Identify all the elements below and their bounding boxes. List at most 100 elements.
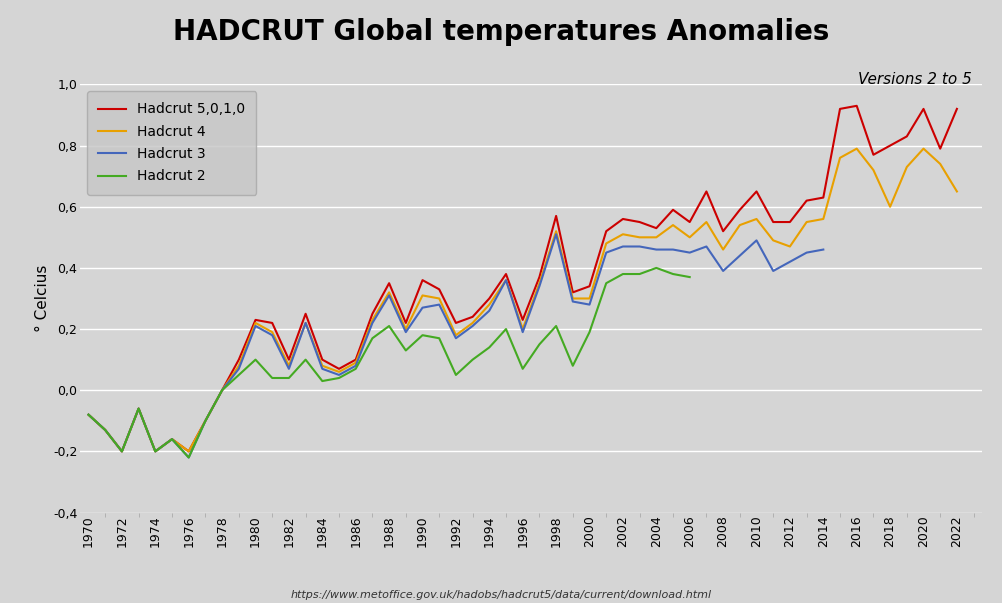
Hadcrut 3 [317,365,329,373]
Hadcrut 2 [650,264,662,271]
Hadcrut 3 [132,405,144,412]
Hadcrut 3 [633,243,645,250]
Hadcrut 3 [700,243,712,250]
Hadcrut 3 [818,246,830,253]
Text: Versions 2 to 5: Versions 2 to 5 [858,72,972,87]
Line: Hadcrut 5,0,1,0: Hadcrut 5,0,1,0 [88,106,957,452]
Hadcrut 5,0,1,0 [768,218,780,226]
Hadcrut 5,0,1,0 [851,102,863,109]
Hadcrut 2 [232,371,244,379]
Hadcrut 2 [600,280,612,287]
Hadcrut 3 [650,246,662,253]
Hadcrut 2 [216,387,228,394]
Hadcrut 3 [333,371,345,379]
Hadcrut 3 [667,246,679,253]
Hadcrut 3 [517,329,529,336]
Hadcrut 3 [600,249,612,256]
Line: Hadcrut 4: Hadcrut 4 [88,148,957,452]
Hadcrut 3 [82,411,94,418]
Hadcrut 4 [333,368,345,376]
Hadcrut 2 [683,273,695,280]
Hadcrut 3 [583,301,595,308]
Hadcrut 4 [82,411,94,418]
Line: Hadcrut 2: Hadcrut 2 [88,268,689,458]
Hadcrut 2 [267,374,279,382]
Text: HADCRUT Global temperatures Anomalies: HADCRUT Global temperatures Anomalies [172,18,830,46]
Hadcrut 4 [600,240,612,247]
Hadcrut 3 [99,426,111,434]
Hadcrut 4 [851,145,863,152]
Hadcrut 2 [82,411,94,418]
Hadcrut 3 [717,267,729,274]
Hadcrut 5,0,1,0 [667,206,679,213]
Hadcrut 4 [951,188,963,195]
Hadcrut 3 [450,335,462,342]
Hadcrut 2 [483,344,495,351]
Hadcrut 3 [567,298,579,305]
Hadcrut 4 [768,237,780,244]
Hadcrut 2 [583,329,595,336]
Hadcrut 2 [317,377,329,385]
Hadcrut 5,0,1,0 [82,411,94,418]
Hadcrut 3 [750,237,763,244]
Line: Hadcrut 3: Hadcrut 3 [88,234,824,458]
Hadcrut 3 [768,267,780,274]
Hadcrut 2 [182,454,194,461]
Hadcrut 2 [383,323,395,330]
Hadcrut 3 [283,365,295,373]
Hadcrut 4 [116,448,128,455]
Hadcrut 3 [533,283,545,290]
Hadcrut 3 [383,292,395,299]
Hadcrut 2 [149,448,161,455]
Hadcrut 2 [400,347,412,354]
Hadcrut 2 [533,341,545,348]
Hadcrut 4 [617,230,629,238]
Hadcrut 2 [116,448,128,455]
Hadcrut 3 [216,387,228,394]
Hadcrut 3 [116,448,128,455]
Hadcrut 3 [417,304,429,311]
Hadcrut 3 [550,230,562,238]
Hadcrut 3 [149,448,161,455]
Hadcrut 2 [132,405,144,412]
Hadcrut 2 [367,335,379,342]
Hadcrut 2 [249,356,262,363]
Hadcrut 4 [650,234,662,241]
Hadcrut 3 [166,435,178,443]
Hadcrut 3 [232,365,244,373]
Hadcrut 3 [733,252,745,259]
Legend: Hadcrut 5,0,1,0, Hadcrut 4, Hadcrut 3, Hadcrut 2: Hadcrut 5,0,1,0, Hadcrut 4, Hadcrut 3, H… [87,92,257,195]
Y-axis label: ° Celcius: ° Celcius [35,265,50,332]
Hadcrut 2 [300,356,312,363]
Hadcrut 3 [267,332,279,339]
Hadcrut 2 [166,435,178,443]
Hadcrut 2 [667,270,679,277]
Hadcrut 3 [467,323,479,330]
Hadcrut 2 [283,374,295,382]
Hadcrut 3 [784,258,796,265]
Hadcrut 5,0,1,0 [600,227,612,235]
Hadcrut 3 [617,243,629,250]
Hadcrut 2 [467,356,479,363]
Hadcrut 2 [517,365,529,373]
Hadcrut 2 [633,270,645,277]
Hadcrut 2 [617,270,629,277]
Hadcrut 3 [182,454,194,461]
Hadcrut 3 [367,320,379,327]
Hadcrut 2 [199,417,211,425]
Hadcrut 3 [483,307,495,314]
Hadcrut 3 [199,417,211,425]
Hadcrut 2 [350,365,362,373]
Hadcrut 5,0,1,0 [116,448,128,455]
Hadcrut 2 [333,374,345,382]
Hadcrut 2 [433,335,445,342]
Hadcrut 5,0,1,0 [951,106,963,113]
Hadcrut 5,0,1,0 [617,215,629,223]
Hadcrut 3 [683,249,695,256]
Hadcrut 5,0,1,0 [650,224,662,232]
Hadcrut 3 [400,329,412,336]
Hadcrut 2 [99,426,111,434]
Hadcrut 4 [667,221,679,229]
Hadcrut 3 [500,277,512,284]
Hadcrut 2 [500,326,512,333]
